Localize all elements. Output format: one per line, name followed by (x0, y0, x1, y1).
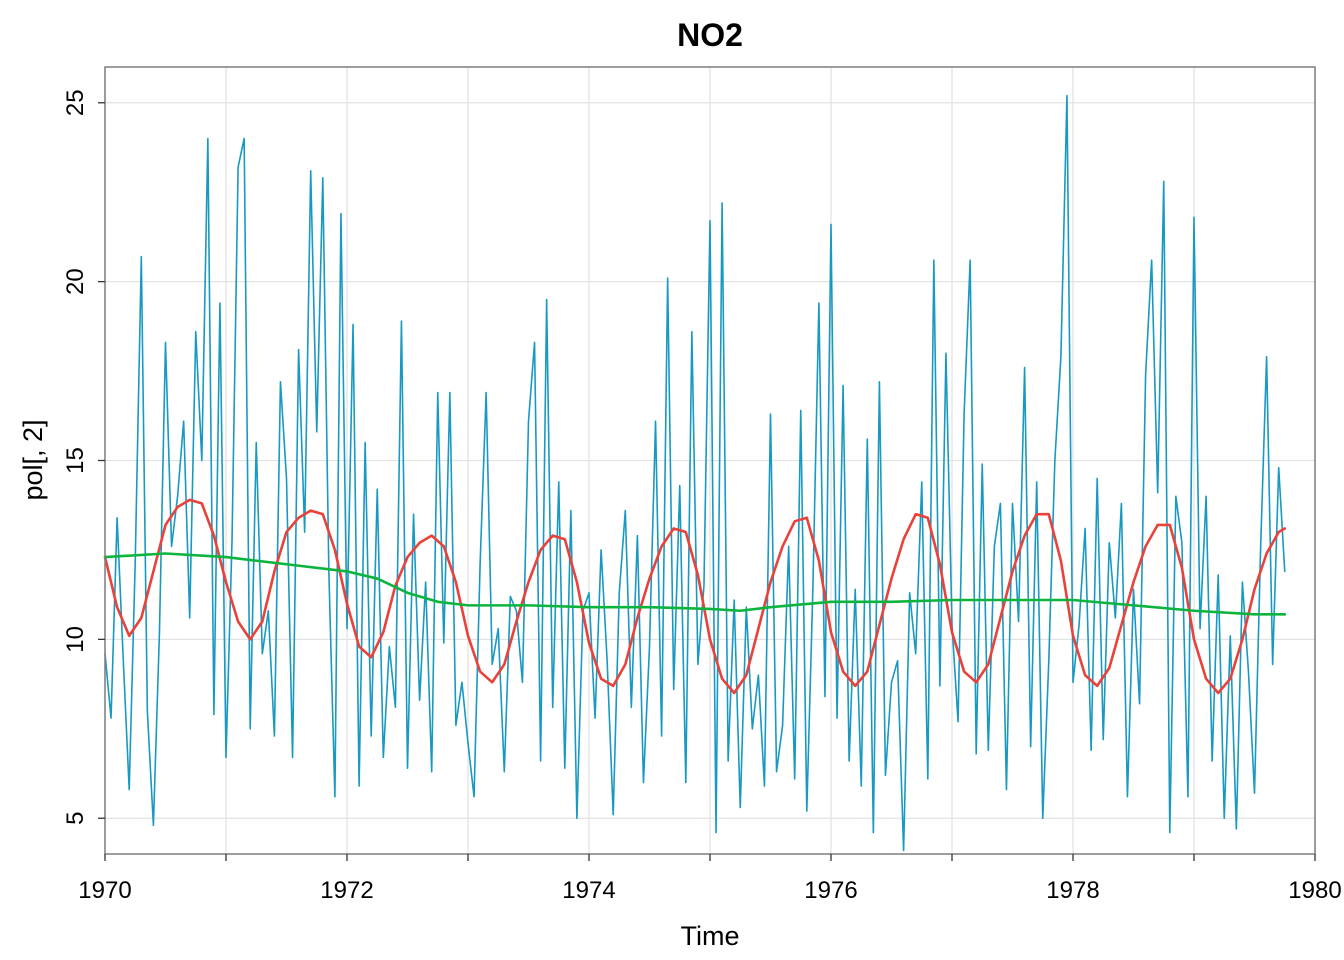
series-lines (103, 94, 1287, 852)
x-tick-label: 1970 (78, 877, 131, 904)
y-tick-label: 20 (62, 268, 89, 295)
y-tick-label: 15 (62, 447, 89, 474)
x-tick-label: 1978 (1046, 877, 1099, 904)
y-tick-label: 25 (62, 89, 89, 116)
y-tick-label: 5 (62, 812, 89, 825)
y-axis: 5 10 15 20 25 (62, 89, 105, 825)
x-tick-label: 1972 (320, 877, 373, 904)
chart-title: NO2 (677, 17, 743, 53)
series-line-1 (104, 94, 1286, 852)
series-line-2 (103, 498, 1287, 695)
x-axis-label: Time (681, 921, 740, 951)
x-tick-label: 1974 (562, 877, 615, 904)
series-line-3 (103, 552, 1287, 616)
x-axis: 1970 1972 1974 1976 1978 1980 (78, 854, 1342, 904)
x-tick-label: 1976 (804, 877, 857, 904)
y-tick-label: 10 (62, 626, 89, 653)
grid-lines (104, 67, 1316, 854)
y-axis-label: pol[, 2] (18, 419, 48, 500)
x-tick-label: 1980 (1288, 877, 1341, 904)
